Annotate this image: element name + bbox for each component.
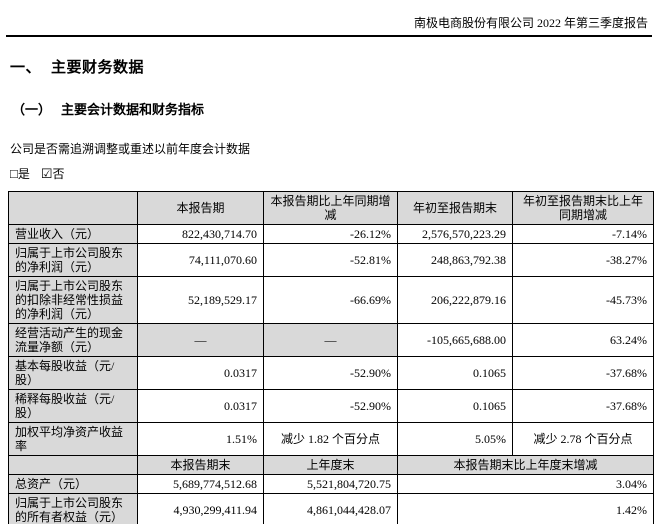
row-label: 营业收入（元） — [8, 224, 138, 244]
cell-value: 822,430,714.70 — [137, 224, 264, 244]
cell-value: 4,861,044,428.07 — [263, 493, 398, 524]
cell-value: 2,576,570,223.29 — [397, 224, 513, 244]
cell-value: — — [263, 323, 398, 357]
header-cell-period-change: 本报告期比上年同期增减 — [263, 191, 398, 225]
report-header: 南极电商股份有限公司 2022 年第三季度报告 — [6, 0, 652, 37]
subsection-title: 主要会计数据和财务指标 — [61, 102, 205, 117]
row-label: 稀释每股收益（元/股） — [8, 389, 138, 423]
header-cell-ytd-change: 年初至报告期末比上年同期增减 — [512, 191, 654, 225]
cell-value: 0.1065 — [397, 356, 513, 390]
cell-value: 248,863,792.38 — [397, 243, 513, 277]
cell-value: 减少 1.82 个百分点 — [263, 422, 398, 456]
cell-value: -7.14% — [512, 224, 654, 244]
checkbox-checked-icon: ☑ — [40, 166, 53, 181]
section-heading: 一、 主要财务数据 — [10, 56, 658, 77]
cell-value: 1.51% — [137, 422, 264, 456]
report-title: 南极电商股份有限公司 2022 年第三季度报告 — [413, 16, 648, 30]
cell-value: -66.69% — [263, 276, 398, 324]
cell-value: -52.90% — [263, 389, 398, 423]
row-label: 归属于上市公司股东的所有者权益（元） — [8, 493, 138, 524]
section-title: 主要财务数据 — [51, 60, 145, 76]
checkbox-yes-option: □是 — [10, 166, 30, 181]
row-label: 加权平均净资产收益率 — [8, 422, 138, 456]
checkbox-unchecked-icon: □ — [10, 166, 18, 181]
cell-value: 5,689,774,512.68 — [137, 474, 264, 494]
cell-value: 0.0317 — [137, 389, 264, 423]
cell-value: 3.04% — [397, 474, 654, 494]
row-diluted-eps: 稀释每股收益（元/股） 0.0317 -52.90% 0.1065 -37.68… — [8, 389, 654, 423]
checkbox-no-label: 否 — [52, 167, 65, 181]
cell-value: 4,930,299,411.94 — [137, 493, 264, 524]
section-number: 一、 — [10, 60, 42, 76]
row-total-assets: 总资产（元） 5,689,774,512.68 5,521,804,720.75… — [8, 474, 654, 494]
cell-value: 减少 2.78 个百分点 — [512, 422, 654, 456]
cell-value: -37.68% — [512, 389, 654, 423]
cell-value: 0.1065 — [397, 389, 513, 423]
cell-value: -45.73% — [512, 276, 654, 324]
checkbox-yes-label: 是 — [17, 167, 30, 181]
subheader-cell-change: 本报告期末比上年度末增减 — [397, 455, 654, 475]
row-net-profit-excl-nonrecurring: 归属于上市公司股东的扣除非经常性损益的净利润（元） 52,189,529.17 … — [8, 276, 654, 324]
cell-value: -26.12% — [263, 224, 398, 244]
cell-value: 5,521,804,720.75 — [263, 474, 398, 494]
cell-value: 63.24% — [512, 323, 654, 357]
header-cell-blank — [8, 191, 138, 225]
cell-value: 5.05% — [397, 422, 513, 456]
cell-value: -38.27% — [512, 243, 654, 277]
cell-value: -37.68% — [512, 356, 654, 390]
table-subheader-row: 本报告期末 上年度末 本报告期末比上年度末增减 — [8, 455, 654, 475]
cell-value: 206,222,879.16 — [397, 276, 513, 324]
subheader-cell-prior-year-end: 上年度末 — [263, 455, 398, 475]
row-label: 总资产（元） — [8, 474, 138, 494]
subheader-cell-period-end: 本报告期末 — [137, 455, 264, 475]
cell-value: -52.81% — [263, 243, 398, 277]
cell-value: 52,189,529.17 — [137, 276, 264, 324]
row-label: 归属于上市公司股东的净利润（元） — [8, 243, 138, 277]
cell-value: 1.42% — [397, 493, 654, 524]
financial-table: 本报告期 本报告期比上年同期增减 年初至报告期末 年初至报告期末比上年同期增减 … — [8, 191, 654, 524]
subheader-cell-blank — [8, 455, 138, 475]
row-revenue: 营业收入（元） 822,430,714.70 -26.12% 2,576,570… — [8, 224, 654, 244]
subsection-number: （一） — [12, 102, 52, 117]
cell-value: -52.90% — [263, 356, 398, 390]
header-cell-ytd: 年初至报告期末 — [397, 191, 513, 225]
restatement-question: 公司是否需追溯调整或重述以前年度会计数据 — [10, 142, 251, 156]
header-cell-current-period: 本报告期 — [137, 191, 264, 225]
row-label: 归属于上市公司股东的扣除非经常性损益的净利润（元） — [8, 276, 138, 324]
row-equity: 归属于上市公司股东的所有者权益（元） 4,930,299,411.94 4,86… — [8, 493, 654, 524]
subsection-heading: （一） 主要会计数据和财务指标 — [12, 99, 658, 118]
cell-value: 0.0317 — [137, 356, 264, 390]
cell-value: — — [137, 323, 264, 357]
row-basic-eps: 基本每股收益（元/股） 0.0317 -52.90% 0.1065 -37.68… — [8, 356, 654, 390]
row-operating-cash-flow: 经营活动产生的现金流量净额（元） — — -105,665,688.00 63.… — [8, 323, 654, 357]
row-label: 基本每股收益（元/股） — [8, 356, 138, 390]
checkbox-no-option: ☑否 — [40, 166, 65, 181]
row-label: 经营活动产生的现金流量净额（元） — [8, 323, 138, 357]
row-net-profit: 归属于上市公司股东的净利润（元） 74,111,070.60 -52.81% 2… — [8, 243, 654, 277]
cell-value: -105,665,688.00 — [397, 323, 513, 357]
restatement-answer: □是 ☑否 — [10, 165, 658, 182]
cell-value: 74,111,070.60 — [137, 243, 264, 277]
row-roe: 加权平均净资产收益率 1.51% 减少 1.82 个百分点 5.05% 减少 2… — [8, 422, 654, 456]
table-header-row: 本报告期 本报告期比上年同期增减 年初至报告期末 年初至报告期末比上年同期增减 — [8, 191, 654, 225]
